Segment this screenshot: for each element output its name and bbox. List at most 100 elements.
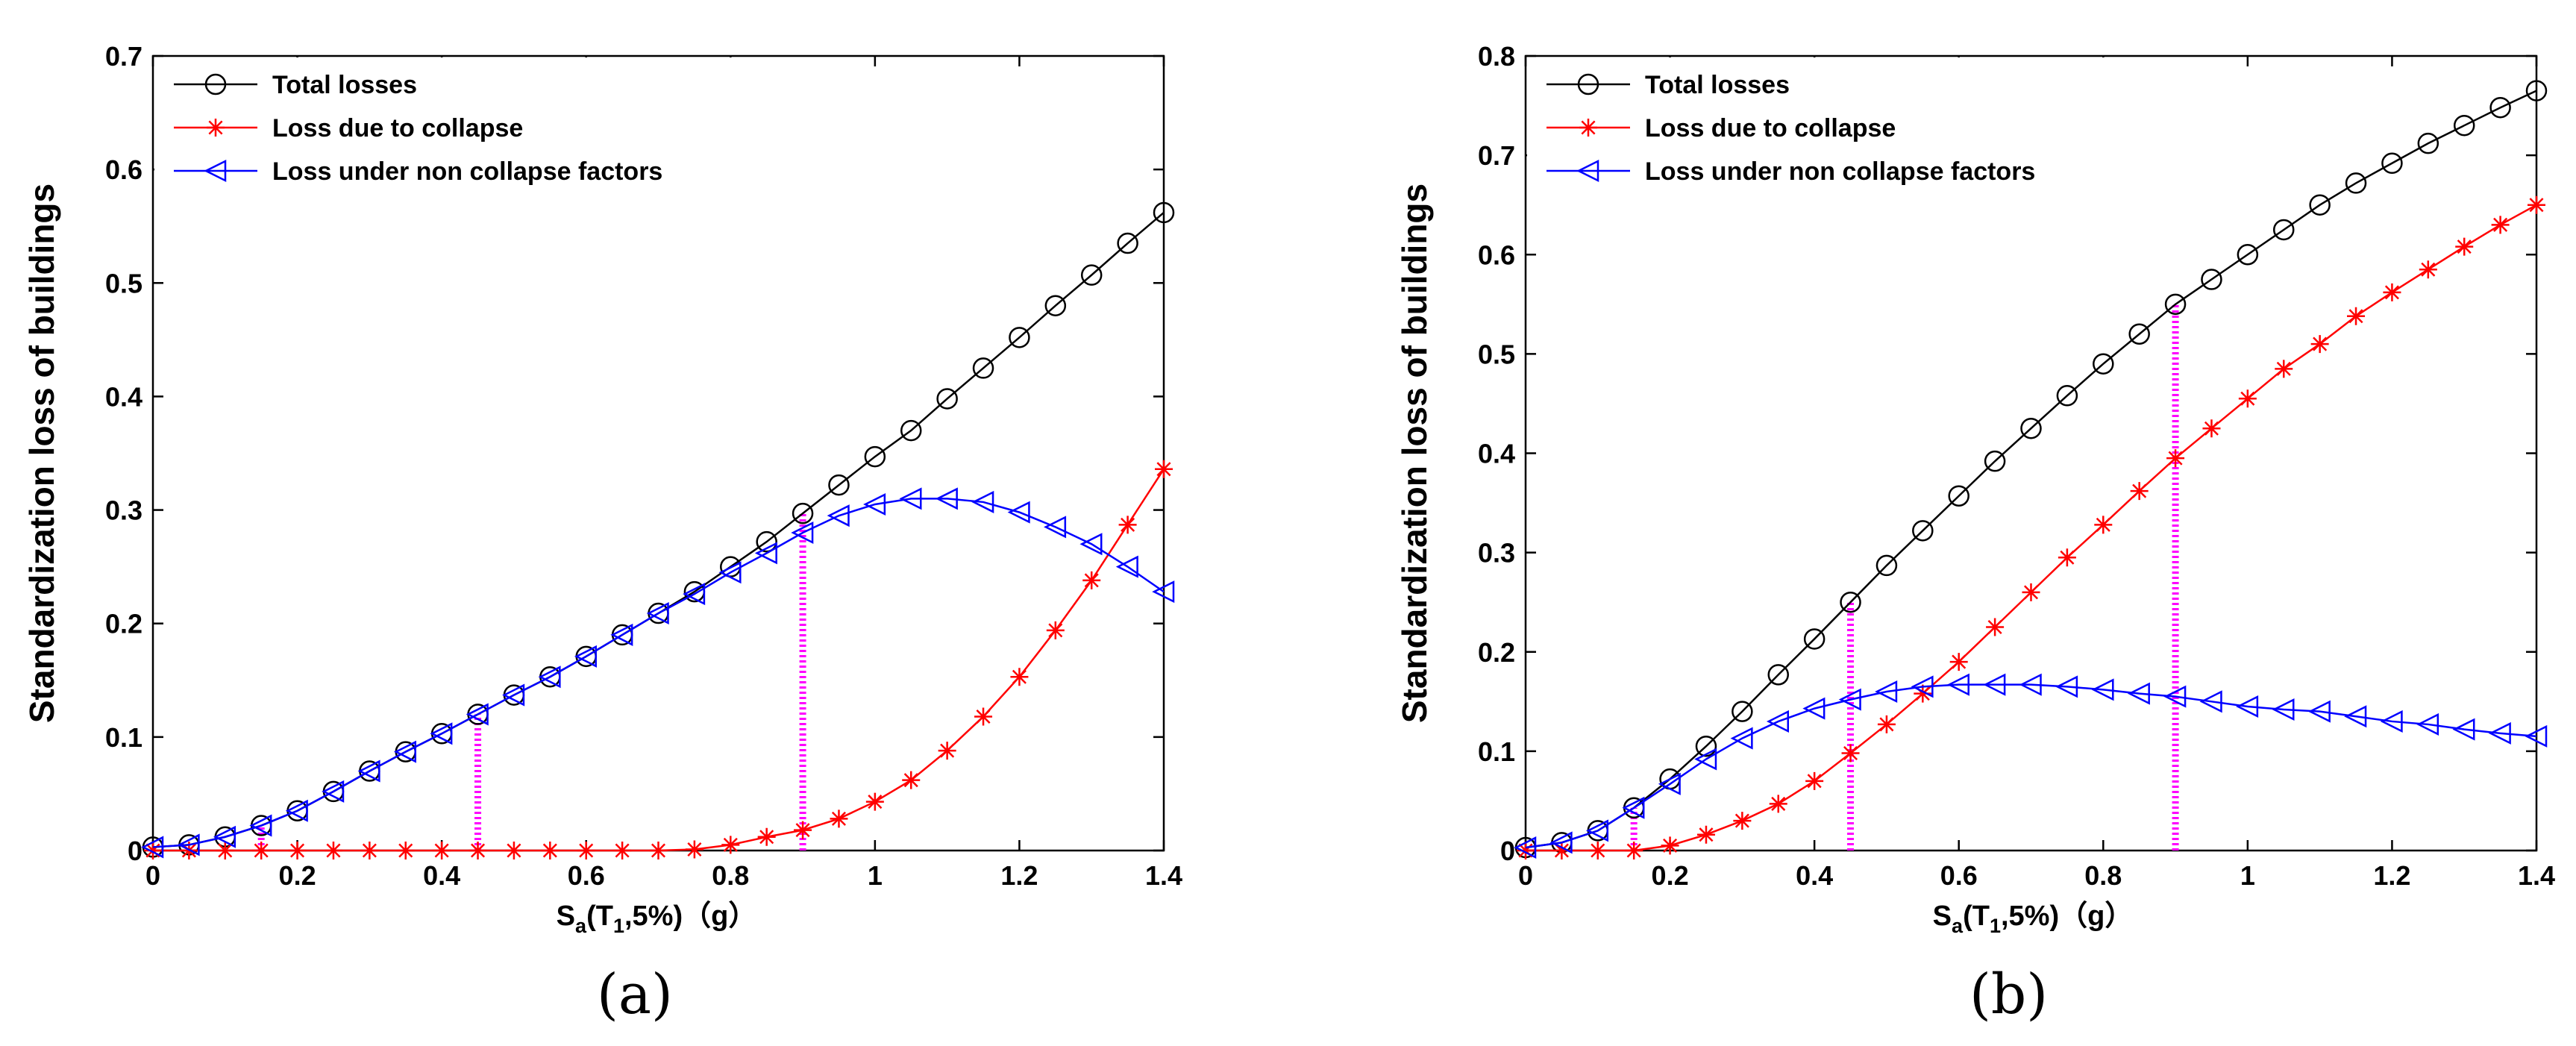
point-noncollapse [1622,796,1645,819]
point-collapse [1805,771,1824,790]
y-tick-label: 0.4 [105,381,142,412]
point-noncollapse [1838,688,1861,711]
point-noncollapse [2236,695,2259,718]
point-collapse [794,821,812,839]
point-noncollapse [2163,685,2187,708]
point-noncollapse [2199,690,2222,713]
y-tick-label: 0.3 [1478,538,1515,569]
legend-label-collapse: Loss due to collapse [272,114,523,143]
point-noncollapse [1585,819,1609,842]
point-noncollapse [2488,721,2511,745]
point-noncollapse [754,542,777,565]
point-total [2237,244,2259,266]
point-total [1153,201,1175,224]
y-tick-label: 0.1 [105,722,142,753]
point-noncollapse [1694,748,1717,771]
point-collapse [1010,668,1029,686]
point-noncollapse [683,583,706,606]
point-noncollapse [899,487,922,510]
point-noncollapse [1802,697,1826,720]
point-noncollapse [1152,580,1175,604]
y-tick-label: 0 [128,836,142,866]
y-axis-title: Standardization loss of buildings [22,184,61,723]
x-tick-label: 1.4 [1145,860,1182,891]
point-total [756,530,777,553]
point-noncollapse [1946,673,1969,696]
point-collapse [649,842,668,859]
point-noncollapse [502,683,525,707]
point-collapse [324,842,342,859]
point-total [1732,701,1753,722]
point-noncollapse [971,490,994,513]
point-noncollapse [646,601,669,625]
point-noncollapse [863,492,886,516]
series-line-noncollapse [152,498,1165,848]
point-collapse [974,707,993,726]
point-noncollapse [1514,836,1537,859]
x-axis-title: Sa(T1,5%)（g） [557,901,757,937]
x-tick-label: 1 [2240,860,2255,891]
point-collapse [2275,360,2293,378]
legend-label-total: Total losses [1645,71,1790,99]
point-noncollapse [1766,710,1789,733]
point-total [900,419,922,442]
point-collapse [360,842,379,859]
point-collapse [1082,571,1101,589]
point-collapse [2528,195,2545,214]
y-tick-label: 0.6 [105,154,142,185]
point-total [2345,172,2367,194]
x-tick-label: 0.2 [1652,860,1689,891]
y-tick-label: 0 [1500,836,1515,866]
point-collapse [1914,684,1932,703]
point-collapse [1986,618,2005,636]
point-total [1117,232,1138,254]
point-noncollapse [610,623,633,646]
point-collapse [1552,842,1571,859]
legend: Total losses Loss due to collapse Loss und… [1527,57,2146,192]
point-collapse [1517,842,1535,859]
y-tick-label: 0.3 [105,495,142,526]
point-collapse [865,792,884,811]
legend-label-noncollapse: Loss under non collapse factors [1645,157,2035,186]
x-tick-label: 0 [145,860,160,891]
point-collapse [1625,842,1643,859]
series-line-noncollapse [1525,683,2537,849]
x-tick-label: 0 [1518,860,1533,891]
x-tick-label: 0.4 [1796,860,1833,891]
point-total [1695,735,1717,757]
y-tick-label: 0.5 [1478,339,1515,369]
point-total [2525,80,2548,101]
y-tick-label: 0.4 [1478,439,1515,469]
point-collapse [1046,621,1065,639]
point-noncollapse [574,645,597,668]
point-collapse [2166,449,2185,468]
point-total [1009,327,1030,348]
y-tick-label: 0.5 [105,268,142,298]
point-total [1984,450,2006,472]
point-noncollapse [213,825,236,848]
legend-label-collapse: Loss due to collapse [1645,114,1896,143]
point-collapse [1118,516,1137,534]
point-total [1803,628,1826,650]
legend-marker-collapse [207,119,225,137]
point-total [864,445,886,468]
point-total [1044,295,1067,316]
point-collapse [2310,335,2329,354]
point-collapse [938,742,956,760]
point-noncollapse [285,799,308,822]
point-noncollapse [466,703,489,726]
y-tick-label: 0.2 [105,609,142,639]
point-noncollapse [2344,705,2367,728]
x-tick-label: 1.4 [2518,860,2555,891]
point-noncollapse [791,521,814,545]
point-collapse [757,827,776,846]
point-total [2020,417,2042,439]
point-collapse [2058,548,2076,567]
chart-a: 0 0.2 0.4 0.6 0.8 1 1.2 1.4 0 0.1 0.2 0.3 0.4 0.5 0.6 0… [22,41,1182,937]
point-total [2309,194,2331,216]
x-tick-label: 1.2 [2373,860,2410,891]
panel-label-b: (b) [1969,962,2049,1027]
point-noncollapse [393,740,416,763]
point-noncollapse [2452,718,2475,741]
